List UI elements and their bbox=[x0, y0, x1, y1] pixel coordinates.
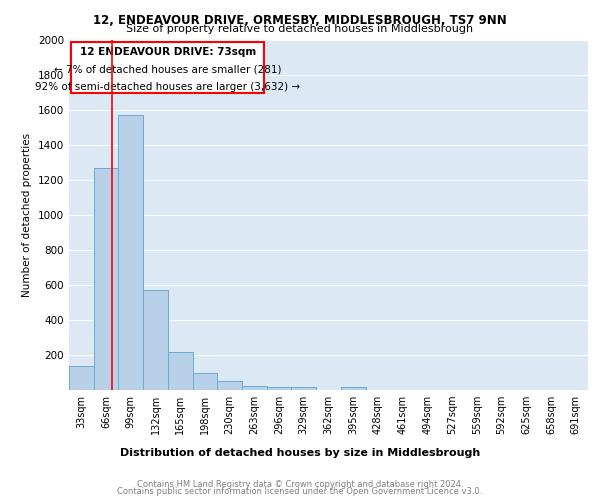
Bar bbox=[267, 386, 292, 390]
Bar bbox=[94, 168, 118, 390]
Text: Distribution of detached houses by size in Middlesbrough: Distribution of detached houses by size … bbox=[120, 448, 480, 458]
Text: Contains HM Land Registry data © Crown copyright and database right 2024.: Contains HM Land Registry data © Crown c… bbox=[137, 480, 463, 489]
Text: 92% of semi-detached houses are larger (3,632) →: 92% of semi-detached houses are larger (… bbox=[35, 82, 301, 92]
Bar bbox=[341, 386, 365, 390]
Bar bbox=[71, 42, 264, 92]
Text: Size of property relative to detached houses in Middlesbrough: Size of property relative to detached ho… bbox=[127, 24, 473, 34]
Y-axis label: Number of detached properties: Number of detached properties bbox=[22, 133, 32, 297]
Text: 12 ENDEAVOUR DRIVE: 73sqm: 12 ENDEAVOUR DRIVE: 73sqm bbox=[80, 47, 256, 57]
Text: Contains public sector information licensed under the Open Government Licence v3: Contains public sector information licen… bbox=[118, 487, 482, 496]
Bar bbox=[69, 366, 94, 390]
Bar bbox=[143, 290, 168, 390]
Bar bbox=[118, 116, 143, 390]
Text: 12, ENDEAVOUR DRIVE, ORMESBY, MIDDLESBROUGH, TS7 9NN: 12, ENDEAVOUR DRIVE, ORMESBY, MIDDLESBRO… bbox=[93, 14, 507, 27]
Bar bbox=[193, 372, 217, 390]
Bar bbox=[217, 381, 242, 390]
Bar bbox=[292, 386, 316, 390]
Bar bbox=[242, 386, 267, 390]
Text: ← 7% of detached houses are smaller (281): ← 7% of detached houses are smaller (281… bbox=[54, 64, 281, 74]
Bar bbox=[168, 352, 193, 390]
